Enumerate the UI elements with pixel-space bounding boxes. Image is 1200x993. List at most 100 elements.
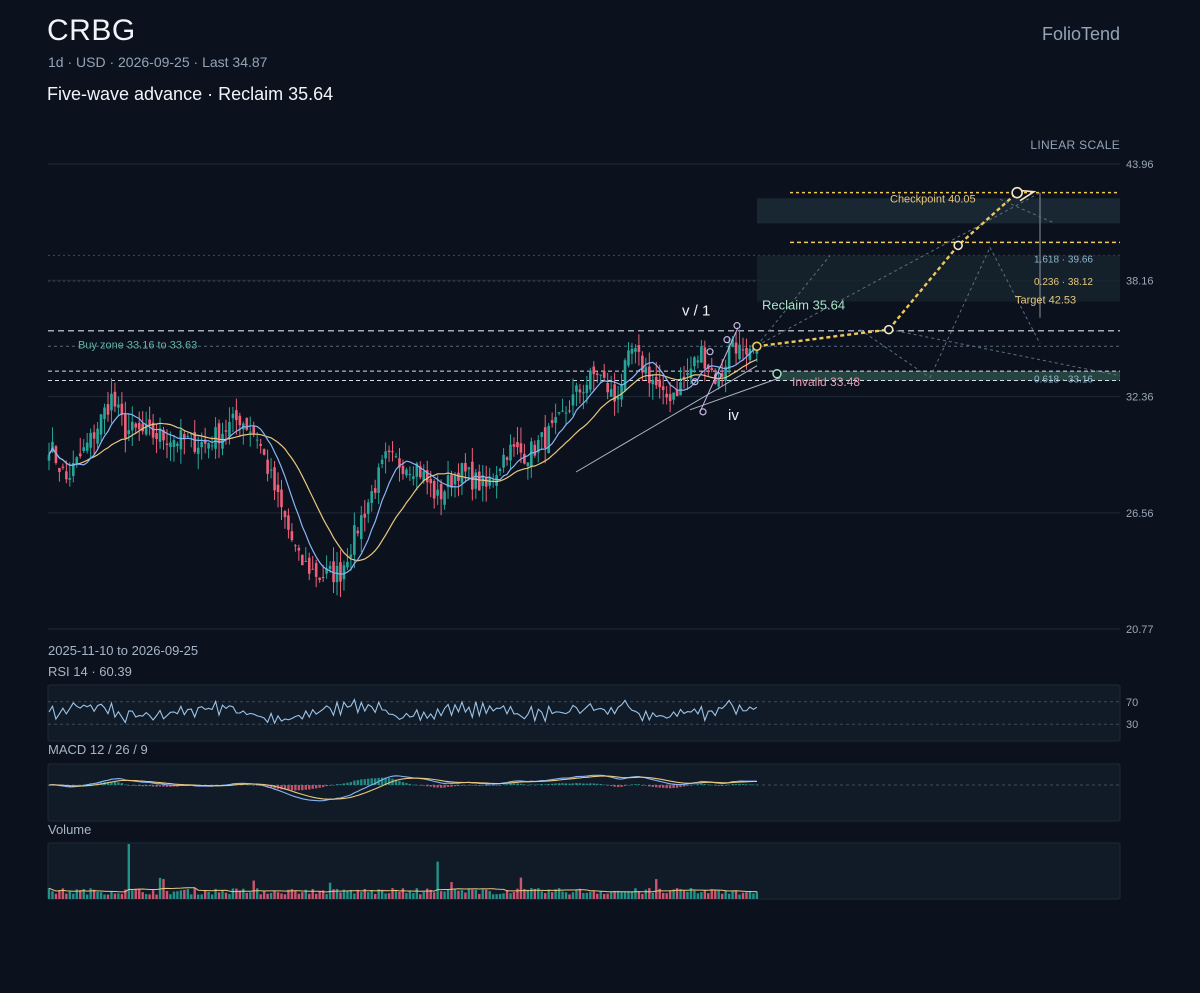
candle-body bbox=[443, 491, 446, 505]
candle-body bbox=[321, 576, 325, 578]
macd-histogram-bar bbox=[564, 783, 568, 785]
candle-body bbox=[398, 458, 401, 468]
volume-bar bbox=[661, 892, 665, 899]
macd-histogram-bar bbox=[745, 784, 748, 785]
macd-histogram-bar bbox=[360, 779, 363, 785]
candle-body bbox=[578, 389, 582, 393]
levels-layer bbox=[48, 191, 1120, 382]
candle-body bbox=[432, 481, 436, 499]
y-tick-label: 32.36 bbox=[1126, 392, 1154, 404]
volume-bar bbox=[457, 890, 460, 899]
volume-bar bbox=[432, 892, 436, 899]
macd-histogram-bar bbox=[467, 784, 471, 786]
macd-histogram-bar bbox=[412, 784, 415, 786]
macd-histogram-bar bbox=[672, 785, 675, 789]
volume-bar bbox=[523, 888, 526, 899]
volume-bar bbox=[599, 891, 602, 899]
candle-body bbox=[613, 384, 616, 402]
macd-histogram-bar bbox=[443, 785, 446, 788]
candle-body bbox=[269, 469, 273, 471]
fan-line bbox=[859, 329, 931, 379]
rsi-level-labels: 70 30 bbox=[1126, 697, 1138, 731]
macd-histogram-bar bbox=[741, 784, 745, 785]
candle-body bbox=[648, 366, 651, 384]
candle-body bbox=[509, 444, 512, 461]
candle-body bbox=[155, 433, 158, 440]
volume-bar bbox=[724, 890, 727, 899]
candle-body bbox=[235, 410, 238, 421]
candle-body bbox=[516, 442, 519, 448]
candle-body bbox=[183, 434, 186, 440]
candle-body bbox=[547, 425, 550, 454]
candle-body bbox=[325, 568, 328, 574]
macd-histogram-bar bbox=[110, 781, 113, 785]
macd-histogram-bar bbox=[696, 784, 700, 785]
macd-histogram-bar bbox=[630, 784, 634, 785]
scale-label[interactable]: LINEAR SCALE bbox=[1030, 138, 1120, 152]
candle-body bbox=[228, 422, 231, 437]
macd-histogram-bar bbox=[554, 783, 557, 785]
candle-body bbox=[120, 403, 124, 416]
volume-bar bbox=[138, 888, 141, 899]
projection-node bbox=[953, 240, 963, 251]
macd-histogram-bar bbox=[509, 783, 512, 785]
wave-pivot-marker bbox=[699, 408, 707, 416]
volume-bar bbox=[287, 889, 290, 899]
volume-bar bbox=[738, 894, 741, 899]
volume-bar bbox=[453, 889, 457, 899]
macd-histogram-bar bbox=[668, 785, 672, 789]
volume-bar bbox=[85, 894, 89, 899]
candle-body bbox=[658, 379, 662, 388]
volume-bar bbox=[415, 888, 419, 899]
volume-bar bbox=[491, 894, 495, 899]
macd-histogram-bar bbox=[256, 785, 259, 786]
macd-histogram-bar bbox=[314, 785, 318, 789]
volume-bar bbox=[314, 893, 318, 899]
candle-body bbox=[266, 459, 269, 474]
ma-fast-line bbox=[48, 347, 758, 575]
candle-body bbox=[82, 447, 85, 452]
candle-body bbox=[606, 382, 609, 393]
candle-body bbox=[200, 441, 203, 448]
volume-bar bbox=[165, 890, 169, 899]
candle-body bbox=[623, 360, 627, 391]
candle-body bbox=[301, 555, 304, 566]
volume-bar bbox=[65, 893, 68, 899]
candle-body bbox=[380, 459, 384, 465]
volume-bar bbox=[467, 888, 471, 899]
candle-body bbox=[356, 530, 360, 534]
volume-bar bbox=[450, 882, 453, 899]
candle-body bbox=[259, 443, 262, 446]
volume-bar bbox=[481, 889, 484, 899]
macd-histogram-bar bbox=[613, 785, 616, 787]
volume-bar bbox=[207, 891, 210, 899]
volume-bar bbox=[405, 893, 408, 899]
volume-bar bbox=[720, 893, 724, 899]
candle-body bbox=[89, 432, 92, 448]
reclaim-label: Reclaim 35.64 bbox=[762, 298, 845, 313]
macd-histogram-bar bbox=[561, 783, 564, 785]
candle-body bbox=[71, 462, 75, 476]
volume-bar bbox=[92, 889, 96, 899]
volume-panel bbox=[47, 842, 1121, 900]
volume-bar bbox=[651, 892, 654, 899]
volume-bar bbox=[155, 894, 158, 899]
volume-bar bbox=[54, 893, 58, 899]
candle-body bbox=[693, 357, 696, 367]
macd-histogram-bar bbox=[637, 784, 641, 785]
macd-histogram-bar bbox=[339, 784, 342, 785]
macd-histogram-bar bbox=[540, 784, 543, 785]
macd-histogram-bar bbox=[498, 785, 502, 786]
candles-layer bbox=[47, 329, 759, 598]
candle-body bbox=[366, 502, 370, 514]
candle-body bbox=[92, 432, 96, 439]
candle-body bbox=[679, 382, 682, 396]
candle-body bbox=[439, 484, 443, 500]
volume-bar bbox=[308, 893, 311, 899]
macd-histogram-bar bbox=[384, 777, 387, 785]
candle-body bbox=[78, 453, 82, 457]
volume-bar bbox=[686, 891, 689, 899]
candle-body bbox=[543, 427, 547, 448]
candle-body bbox=[564, 412, 568, 414]
